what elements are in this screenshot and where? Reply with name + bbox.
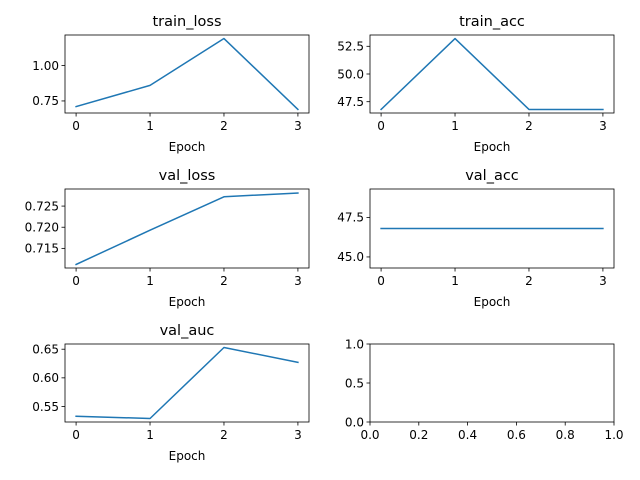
y-tick-label: 47.5 xyxy=(337,211,364,225)
x-tick-label: 3 xyxy=(294,428,302,442)
subplot-1: 0 1 2 3 0.75 1.00 train_loss Epoch xyxy=(32,14,310,154)
x-tick-label: 0.8 xyxy=(556,428,575,442)
subplot-3: 0 1 2 3 0.715 0.720 0.725 val_loss Epoch xyxy=(25,168,310,309)
y-tick-label: 0.5 xyxy=(345,376,364,390)
subplot-2: 0 1 2 3 47.5 50.0 52.5 train_acc Epoch xyxy=(337,14,615,154)
y-tick-label: 50.0 xyxy=(337,67,364,81)
x-tick-label: 2 xyxy=(525,119,533,133)
subplot-title: train_acc xyxy=(459,14,525,30)
subplot-title: val_loss xyxy=(159,168,216,184)
x-tick-label: 1 xyxy=(451,119,459,133)
x-tick-label: 1 xyxy=(146,119,154,133)
x-tick-label: 0.0 xyxy=(360,428,379,442)
x-tick-label: 2 xyxy=(220,274,228,288)
y-tick-label: 0.75 xyxy=(32,94,59,108)
axes-frame xyxy=(369,343,615,423)
x-tick-label: 0.4 xyxy=(458,428,477,442)
x-tick-label: 1 xyxy=(146,428,154,442)
x-axis-label: Epoch xyxy=(169,449,206,463)
x-tick-label: 0 xyxy=(72,119,80,133)
x-axis-label: Epoch xyxy=(169,295,206,309)
axes-frame xyxy=(64,343,310,423)
subplot-title: val_acc xyxy=(465,168,519,184)
x-tick-label: 0 xyxy=(377,274,385,288)
x-tick-label: 1 xyxy=(146,274,154,288)
subplot-5: 0 1 2 3 0.55 0.60 0.65 val_auc Epoch xyxy=(32,323,310,463)
x-tick-label: 3 xyxy=(294,274,302,288)
subplot-6: 0.0 0.2 0.4 0.6 0.8 1.0 0.0 0.5 1.0 xyxy=(345,337,624,442)
y-tick-label: 0.60 xyxy=(32,371,59,385)
subplot-title: val_auc xyxy=(160,323,215,339)
series-line xyxy=(380,37,604,111)
x-tick-label: 1 xyxy=(451,274,459,288)
axes-frame xyxy=(64,34,310,114)
x-tick-label: 0 xyxy=(377,119,385,133)
x-tick-label: 3 xyxy=(294,119,302,133)
x-tick-label: 0 xyxy=(72,428,80,442)
axes-frame xyxy=(64,188,310,269)
subplot-4: 0 1 2 3 45.0 47.5 val_acc Epoch xyxy=(337,168,615,309)
subplot-title: train_loss xyxy=(152,14,221,30)
y-tick-label: 45.0 xyxy=(337,250,364,264)
y-tick-label: 0.715 xyxy=(25,242,59,256)
y-tick-label: 0.65 xyxy=(32,343,59,357)
x-axis-label: Epoch xyxy=(474,295,511,309)
y-tick-label: 1.0 xyxy=(345,337,364,351)
series-line xyxy=(75,192,299,266)
axes-frame xyxy=(369,188,615,269)
y-tick-label: 52.5 xyxy=(337,40,364,54)
y-tick-label: 0.725 xyxy=(25,199,59,213)
x-tick-label: 1.0 xyxy=(604,428,623,442)
x-tick-label: 2 xyxy=(525,274,533,288)
x-tick-label: 3 xyxy=(599,274,607,288)
x-tick-label: 3 xyxy=(599,119,607,133)
y-tick-label: 0.55 xyxy=(32,400,59,414)
y-tick-label: 0.0 xyxy=(345,415,364,429)
x-tick-label: 0.6 xyxy=(507,428,526,442)
x-axis-label: Epoch xyxy=(474,140,511,154)
y-tick-label: 1.00 xyxy=(32,59,59,73)
x-tick-label: 0 xyxy=(72,274,80,288)
x-tick-label: 0.2 xyxy=(409,428,428,442)
y-tick-label: 0.720 xyxy=(25,221,59,235)
y-tick-label: 47.5 xyxy=(337,95,364,109)
x-tick-label: 2 xyxy=(220,119,228,133)
x-axis-label: Epoch xyxy=(169,140,206,154)
series-line xyxy=(75,346,299,420)
x-tick-label: 2 xyxy=(220,428,228,442)
series-line xyxy=(75,37,299,111)
